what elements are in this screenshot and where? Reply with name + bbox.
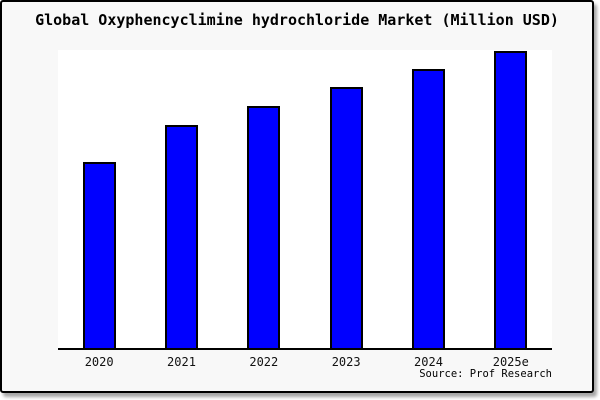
x-tick-label-2025e: 2025e (492, 355, 529, 369)
x-tick-label-2023: 2023 (331, 355, 361, 369)
bar-2020 (82, 162, 116, 348)
x-tick-label-2020: 2020 (84, 355, 114, 369)
x-axis-labels: 2020 2021 2022 2023 2024 2025e (58, 355, 552, 369)
x-tick-label-2022: 2022 (249, 355, 279, 369)
bar-2021 (164, 125, 198, 348)
bar-2022 (247, 106, 281, 348)
plot-area (58, 50, 552, 350)
x-tick-label-2024: 2024 (414, 355, 443, 369)
x-tick-label-2021: 2021 (167, 355, 196, 369)
chart-window: Global Oxyphencyclimine hydrochloride Ma… (0, 0, 594, 393)
bar-2025e (494, 51, 528, 348)
source-note: Source: Prof Research (419, 368, 552, 380)
bar-2023 (329, 87, 363, 348)
bar-2024 (411, 69, 445, 348)
chart-title: Global Oxyphencyclimine hydrochloride Ma… (35, 11, 559, 29)
